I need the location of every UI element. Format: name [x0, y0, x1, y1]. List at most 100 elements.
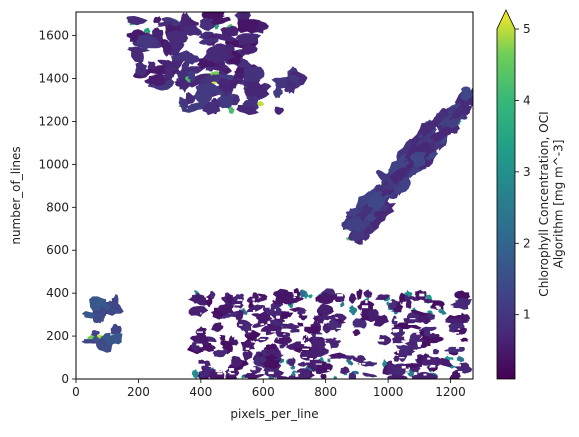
x-axis: 0 200 400 600 800 1000 1200 [72, 379, 466, 399]
region-bottom-large-water [187, 288, 473, 379]
chlorophyll-patch-high [327, 358, 331, 363]
chlorophyll-patch [243, 372, 256, 379]
chlorophyll-patch [238, 66, 265, 83]
chlorophyll-patch-high [227, 106, 235, 114]
missing-data-gap [286, 308, 289, 311]
chlorophyll-patch [212, 348, 229, 358]
y-tick-label: 600 [46, 243, 69, 257]
missing-data-gap [377, 339, 385, 342]
chlorophyll-patch [310, 339, 327, 348]
chlorophyll-patch [410, 309, 426, 316]
missing-data-gap [198, 363, 205, 366]
colorbar-label-line: Algorithm [mg m^-3] [551, 140, 565, 269]
chlorophyll-patch [409, 332, 422, 344]
missing-data-gap [293, 293, 298, 297]
chlorophyll-patch-high [241, 307, 248, 315]
missing-data-gap [417, 344, 421, 347]
chlorophyll-patch-high [307, 294, 313, 299]
missing-data-gap [335, 338, 340, 341]
chlorophyll-patch [211, 322, 224, 332]
chlorophyll-patch [409, 324, 422, 330]
missing-data-gap [443, 351, 449, 354]
chlorophyll-patch [454, 290, 471, 301]
missing-data-gap [345, 314, 347, 317]
chlorophyll-patch [188, 70, 196, 82]
chlorophyll-patch [397, 367, 404, 376]
missing-data-gap [306, 335, 308, 338]
missing-data-gap [403, 329, 407, 332]
missing-data-gap [267, 321, 271, 324]
x-tick-label: 1000 [373, 385, 404, 399]
chlorophyll-patch [242, 100, 254, 108]
missing-data-gap [287, 317, 295, 321]
chlorophyll-patch [184, 92, 196, 105]
missing-data-gap [454, 332, 460, 334]
missing-data-gap [388, 300, 392, 303]
region-right-diagonal-lake [341, 86, 473, 245]
missing-data-gap [230, 328, 236, 331]
missing-data-gap [313, 296, 316, 299]
colorbar-tick-label: 1 [523, 308, 531, 322]
missing-data-gap [252, 298, 255, 301]
chlorophyll-patch [235, 309, 244, 323]
chlorophyll-patch [246, 304, 265, 313]
chlorophyll-patch [199, 17, 216, 31]
chlorophyll-patch [316, 303, 331, 316]
missing-data-gap [362, 362, 366, 365]
x-axis-label: pixels_per_line [230, 407, 318, 421]
missing-data-gap [259, 338, 266, 341]
missing-data-gap [206, 335, 211, 337]
y-axis: 0 200 400 600 800 1000 1200 1400 1600 [38, 29, 76, 386]
chlorophyll-patch [162, 39, 172, 57]
missing-data-gap [405, 368, 409, 372]
missing-data-gap [274, 298, 276, 301]
chlorophyll-patch [294, 368, 311, 379]
chlorophyll-patch [312, 315, 320, 324]
chlorophyll-patch [262, 360, 281, 369]
missing-data-gap [298, 366, 300, 368]
missing-data-gap [281, 353, 284, 355]
missing-data-gap [452, 362, 457, 364]
chlorophyll-patch [405, 298, 412, 309]
chlorophyll-patch [285, 341, 305, 350]
chlorophyll-patch [305, 359, 324, 373]
chlorophyll-patch [352, 329, 361, 337]
region-upper-left-lake [126, 12, 207, 91]
chlorophyll-patch [297, 361, 308, 367]
chlorophyll-patch [199, 343, 216, 352]
missing-data-gap [286, 321, 289, 324]
missing-data-gap [415, 323, 422, 325]
chlorophyll-patch [240, 338, 256, 351]
missing-data-gap [200, 312, 202, 315]
missing-data-gap [268, 371, 274, 375]
chlorophyll-patch [201, 12, 225, 23]
chlorophyll-patch [205, 294, 213, 308]
missing-data-gap [196, 331, 203, 333]
missing-data-gap [355, 355, 358, 358]
chlorophyll-patch [393, 190, 401, 195]
colorbar-tick-label: 4 [523, 93, 531, 107]
missing-data-gap [337, 294, 344, 297]
chlorophyll-patch [377, 334, 392, 346]
x-tick-label: 600 [252, 385, 275, 399]
chlorophyll-patch [406, 312, 419, 324]
chlorophyll-patch [320, 373, 327, 379]
missing-data-gap [217, 372, 223, 375]
chlorophyll-patch [191, 294, 207, 299]
missing-data-gap [302, 356, 307, 358]
colorbar-label: Chlorophyll Concentration, OCIAlgorithm … [537, 111, 565, 296]
chlorophyll-patch [399, 292, 405, 305]
chlorophyll-patch [146, 69, 164, 75]
chlorophyll-patch [352, 216, 364, 230]
chlorophyll-patch [348, 293, 357, 304]
region-mid-elongated-lake [174, 66, 308, 116]
colorbar-ticks: 1 2 3 4 5 [515, 22, 531, 322]
missing-data-gap [436, 306, 441, 309]
chlorophyll-patch [340, 366, 350, 375]
missing-data-gap [230, 351, 235, 354]
colorbar-tick-label: 5 [523, 22, 531, 36]
chlorophyll-patch [188, 306, 209, 317]
chlorophyll-patch [362, 372, 377, 378]
chlorophyll-patch [375, 294, 390, 300]
